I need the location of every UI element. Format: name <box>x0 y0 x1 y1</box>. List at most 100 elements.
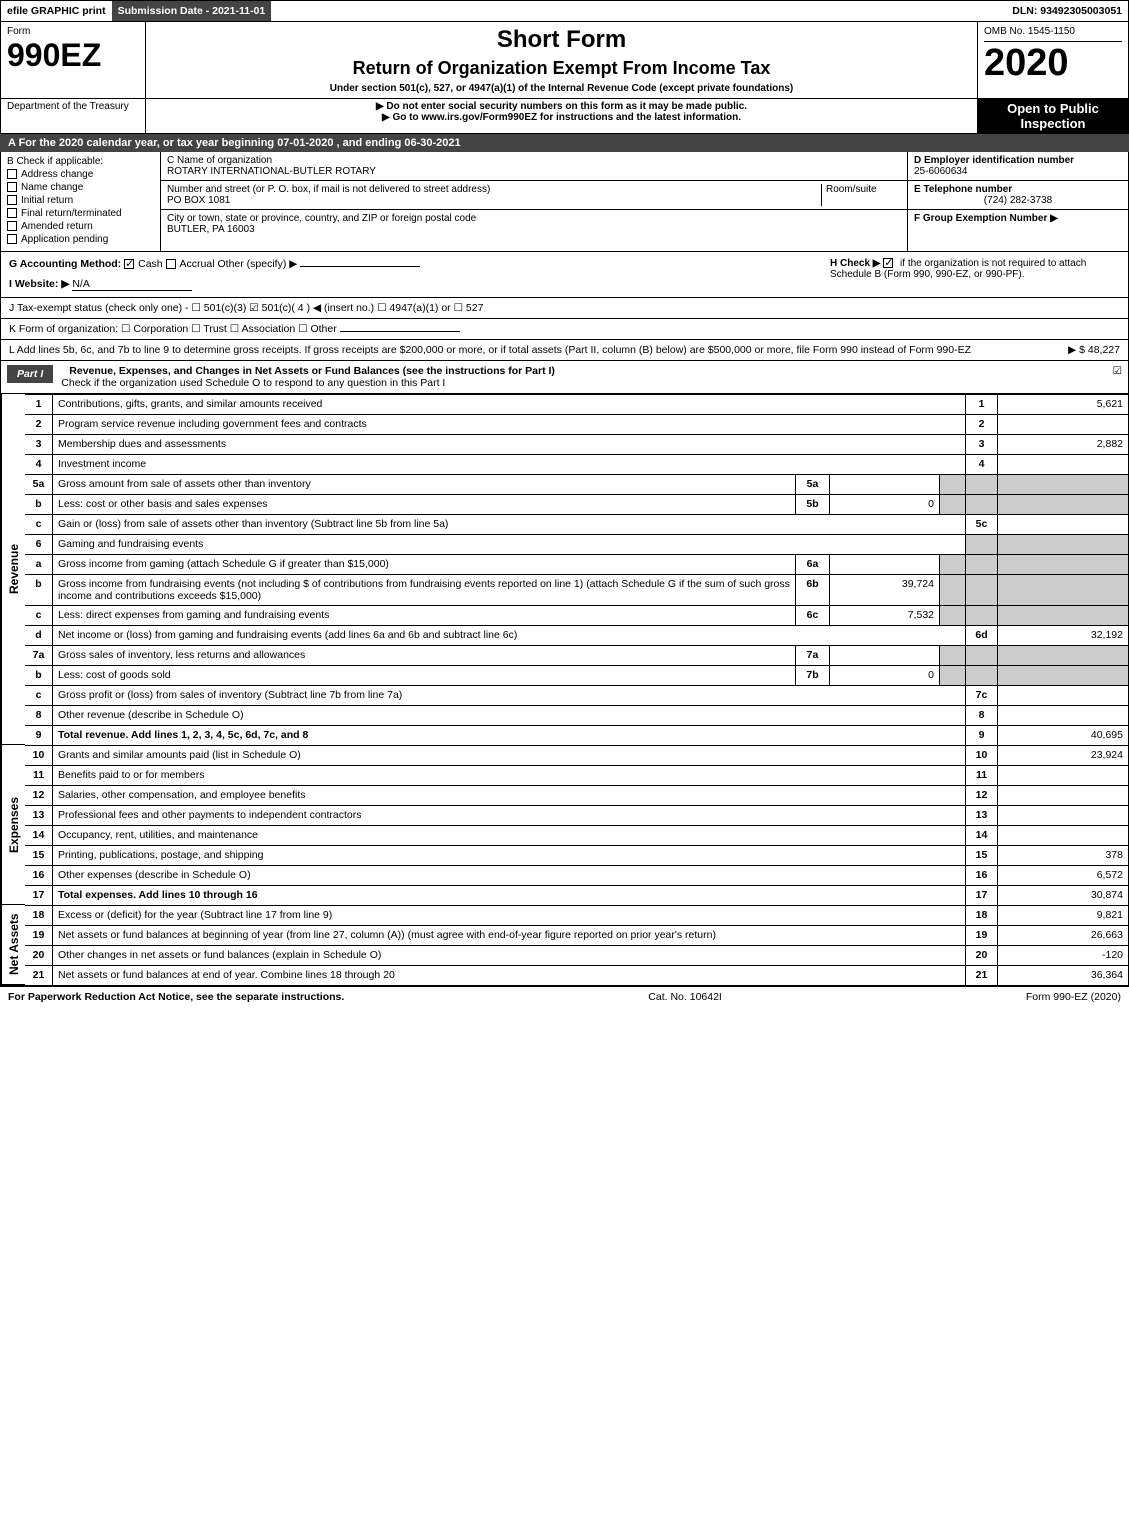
section-a-tax-year: A For the 2020 calendar year, or tax yea… <box>0 134 1129 152</box>
spacer <box>940 554 966 574</box>
omb-number: OMB No. 1545-1150 <box>984 26 1122 42</box>
l-text: L Add lines 5b, 6c, and 7b to line 9 to … <box>9 344 990 356</box>
line-description: Benefits paid to or for members <box>53 765 966 785</box>
line-description: Contributions, gifts, grants, and simila… <box>53 394 966 414</box>
box-number: 1 <box>966 394 998 414</box>
addr-label: Number and street (or P. O. box, if mail… <box>167 184 821 195</box>
box-number <box>966 645 998 665</box>
line-number: c <box>25 514 53 534</box>
efile-label[interactable]: efile GRAPHIC print <box>1 1 112 21</box>
box-number: 21 <box>966 965 998 985</box>
inner-box-label: 6a <box>796 554 830 574</box>
box-number <box>966 574 998 605</box>
org-name-row: C Name of organization ROTARY INTERNATIO… <box>161 152 907 181</box>
l-value: ▶ $ 48,227 <box>990 344 1120 356</box>
spacer <box>940 474 966 494</box>
b-label: B Check if applicable: <box>7 156 154 167</box>
line-value: 5,621 <box>998 394 1128 414</box>
ssn-warning: ▶ Do not enter social security numbers o… <box>152 101 971 112</box>
dept-row: Department of the Treasury ▶ Do not ente… <box>0 99 1129 134</box>
line-value: 6,572 <box>998 865 1128 885</box>
org-name: ROTARY INTERNATIONAL-BUTLER ROTARY <box>167 166 901 177</box>
line-value <box>998 574 1128 605</box>
address-row: Number and street (or P. O. box, if mail… <box>161 181 907 210</box>
section-l: L Add lines 5b, 6c, and 7b to line 9 to … <box>0 340 1129 361</box>
line-number: 21 <box>25 965 53 985</box>
footer-left: For Paperwork Reduction Act Notice, see … <box>8 991 344 1003</box>
check-address-change[interactable]: Address change <box>7 169 154 180</box>
box-number: 19 <box>966 925 998 945</box>
check-amended-return[interactable]: Amended return <box>7 221 154 232</box>
line-description: Gross profit or (loss) from sales of inv… <box>53 685 966 705</box>
box-number: 14 <box>966 825 998 845</box>
line-number: 13 <box>25 805 53 825</box>
section-gh: G Accounting Method: Cash Accrual Other … <box>0 252 1129 298</box>
line-value: -120 <box>998 945 1128 965</box>
check-application-pending[interactable]: Application pending <box>7 234 154 245</box>
box-number: 4 <box>966 454 998 474</box>
box-number: 16 <box>966 865 998 885</box>
line-value <box>998 414 1128 434</box>
f-group-row: F Group Exemption Number ▶ <box>908 210 1128 227</box>
line-description: Less: cost of goods sold <box>53 665 796 685</box>
line-description: Other changes in net assets or fund bala… <box>53 945 966 965</box>
footer-right: Form 990-EZ (2020) <box>1026 991 1121 1003</box>
line-description: Gain or (loss) from sale of assets other… <box>53 514 966 534</box>
e-label: E Telephone number <box>914 184 1122 195</box>
line-description: Less: cost or other basis and sales expe… <box>53 494 796 514</box>
box-number: 18 <box>966 905 998 925</box>
line-value: 40,695 <box>998 725 1128 745</box>
side-label: Expenses <box>1 745 25 905</box>
header-instructions: ▶ Do not enter social security numbers o… <box>146 99 978 133</box>
check-schedule-b[interactable] <box>883 258 893 268</box>
line-number: b <box>25 494 53 514</box>
line-description: Gross income from gaming (attach Schedul… <box>53 554 796 574</box>
i-label: I Website: ▶ <box>9 278 69 290</box>
check-initial-return[interactable]: Initial return <box>7 195 154 206</box>
line-description: Investment income <box>53 454 966 474</box>
h-label: H Check ▶ <box>830 258 880 269</box>
line-number: b <box>25 574 53 605</box>
line-number: d <box>25 625 53 645</box>
k-other-input[interactable] <box>340 331 460 332</box>
box-number <box>966 474 998 494</box>
line-description: Other revenue (describe in Schedule O) <box>53 705 966 725</box>
check-final-return[interactable]: Final return/terminated <box>7 208 154 219</box>
line-description: Gross sales of inventory, less returns a… <box>53 645 796 665</box>
part-1-label: Part I <box>7 365 53 383</box>
part-1-check-text: Check if the organization used Schedule … <box>61 377 445 389</box>
spacer <box>940 645 966 665</box>
check-cash[interactable] <box>124 259 134 269</box>
line-value <box>998 665 1128 685</box>
box-number <box>966 494 998 514</box>
line-number: c <box>25 685 53 705</box>
line-value <box>998 705 1128 725</box>
form-word: Form <box>7 26 139 37</box>
line-description: Total expenses. Add lines 10 through 16 <box>53 885 966 905</box>
goto-link[interactable]: ▶ Go to www.irs.gov/Form990EZ for instru… <box>152 112 971 123</box>
check-accrual[interactable] <box>166 259 176 269</box>
form-number: 990EZ <box>7 37 139 74</box>
part-1-checkbox[interactable]: ☑ <box>1113 365 1122 377</box>
spacer <box>940 605 966 625</box>
part-1-header-row: Part I Revenue, Expenses, and Changes in… <box>0 361 1129 394</box>
addr-value: PO BOX 1081 <box>167 195 821 206</box>
box-number: 11 <box>966 765 998 785</box>
g-label: G Accounting Method: <box>9 258 121 270</box>
inner-box-value <box>830 474 940 494</box>
line-value <box>998 514 1128 534</box>
box-number: 8 <box>966 705 998 725</box>
g-other: Other (specify) ▶ <box>217 258 297 270</box>
box-number <box>966 605 998 625</box>
line-value <box>998 605 1128 625</box>
box-number: 3 <box>966 434 998 454</box>
box-number: 13 <box>966 805 998 825</box>
footer-mid: Cat. No. 10642I <box>648 991 722 1003</box>
inner-box-label: 5b <box>796 494 830 514</box>
line-number: 20 <box>25 945 53 965</box>
check-name-change[interactable]: Name change <box>7 182 154 193</box>
line-value: 378 <box>998 845 1128 865</box>
form-title-block: Short Form Return of Organization Exempt… <box>146 22 978 98</box>
inner-box-label: 7b <box>796 665 830 685</box>
g-other-input[interactable] <box>300 266 420 267</box>
